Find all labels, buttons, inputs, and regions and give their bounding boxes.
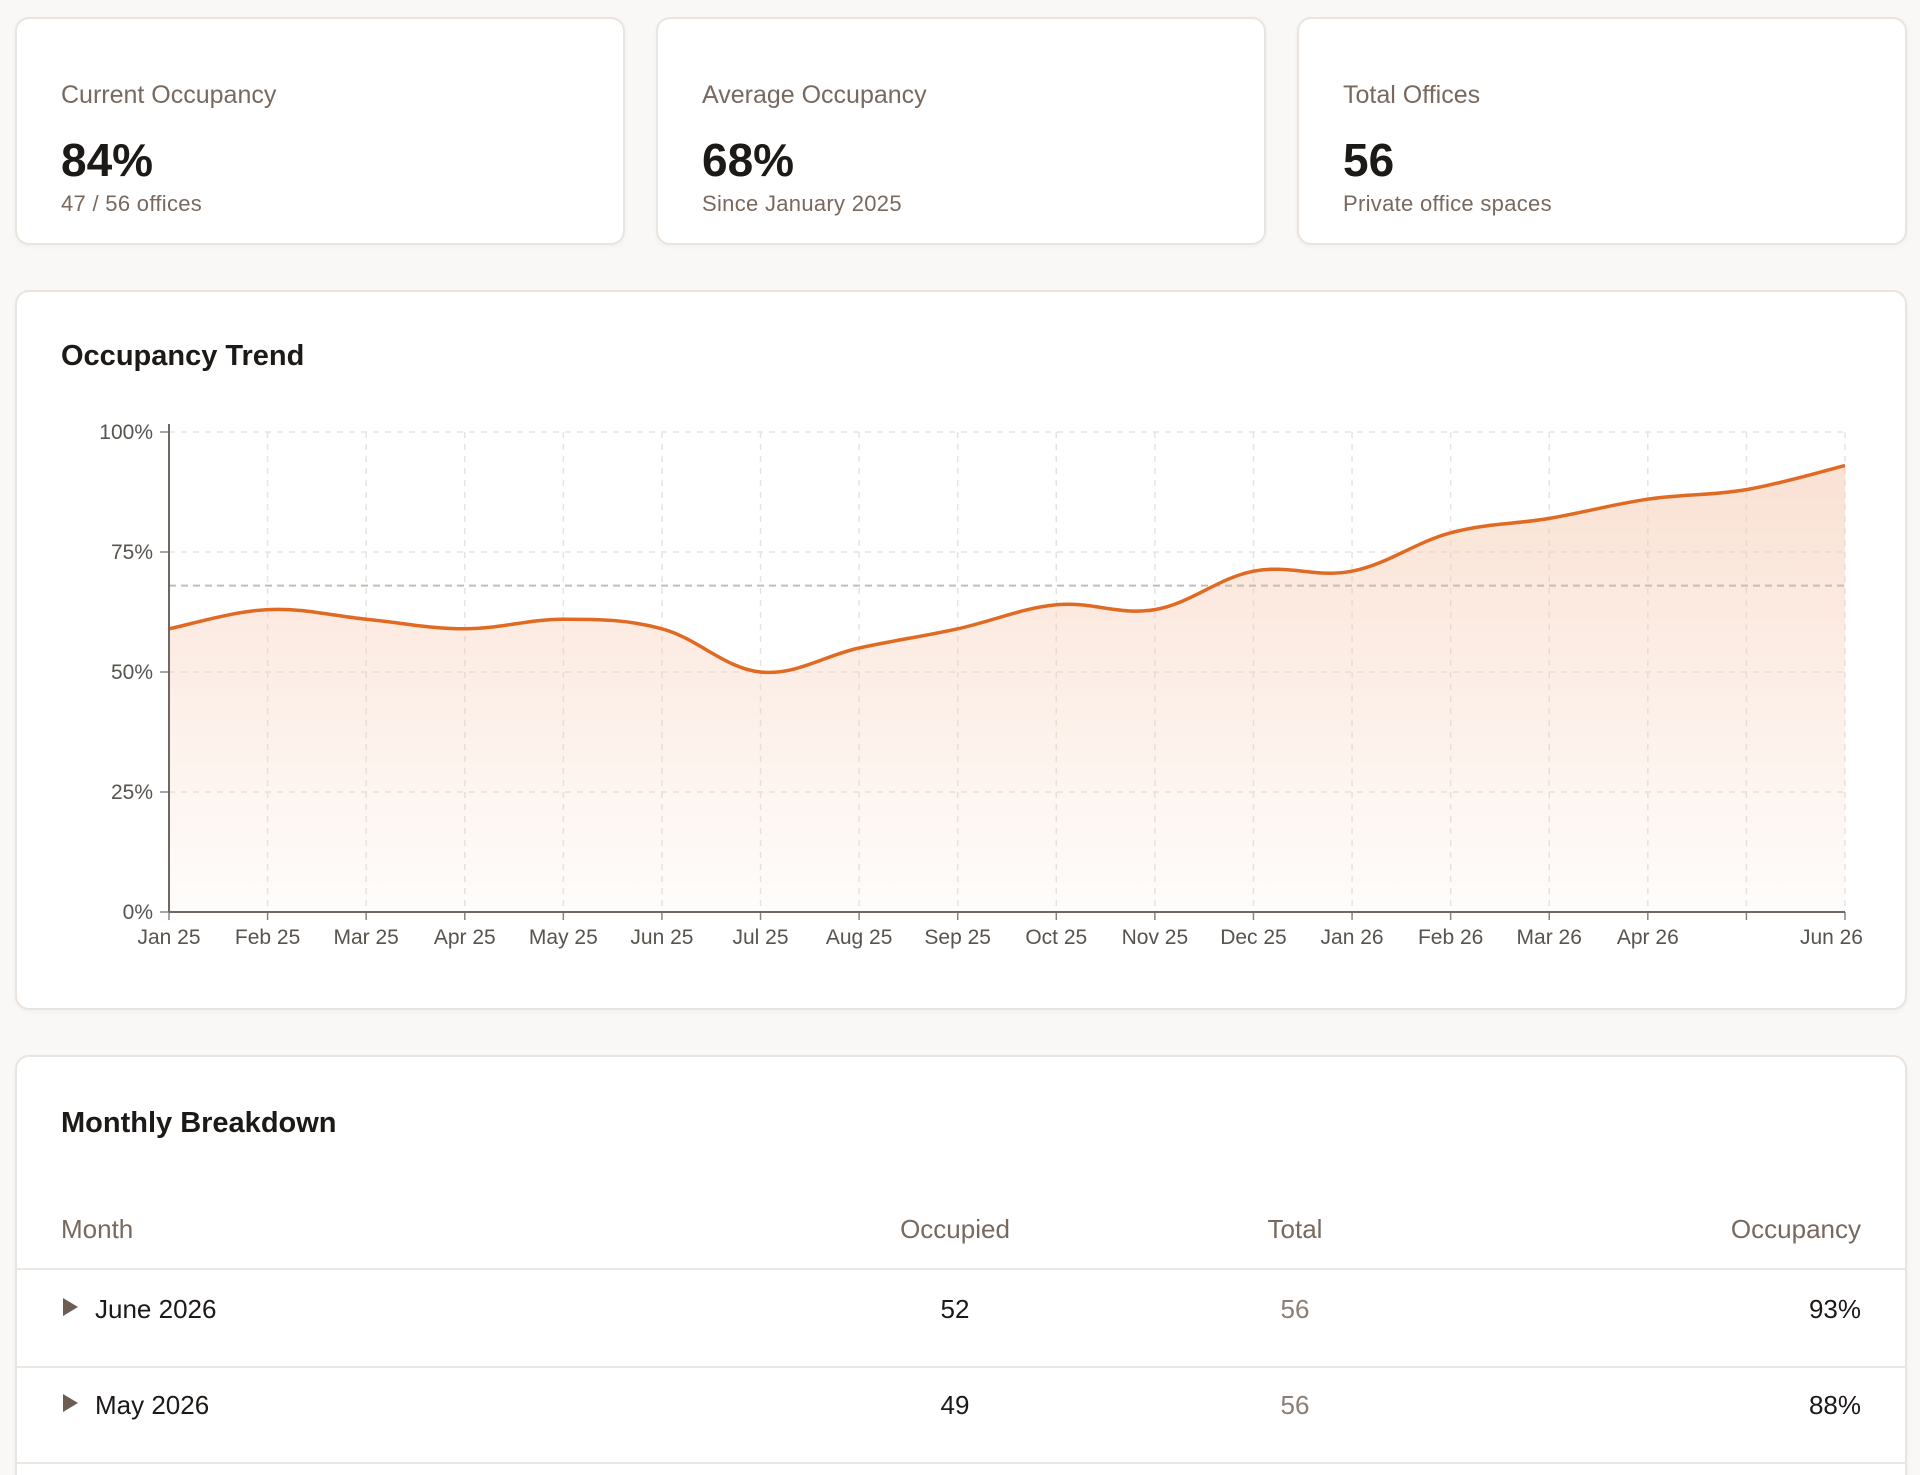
- row-occupancy: 93%: [1808, 1294, 1861, 1324]
- occupancy-series-line: [168, 463, 1846, 675]
- x-tick-label: Oct 25: [1025, 926, 1087, 949]
- row-occupancy: 88%: [1808, 1390, 1861, 1420]
- header-occupancy: Occupancy: [1730, 1214, 1861, 1244]
- y-tick-label: 100%: [99, 421, 153, 444]
- table-header: Month Occupied Total Occupancy: [17, 1214, 1905, 1270]
- stat-card-current-occupancy: Current Occupancy 84% 47 / 56 offices: [15, 17, 625, 245]
- header-total: Total: [1267, 1214, 1323, 1244]
- monthly-breakdown-card: Monthly Breakdown Month Occupied Total O…: [15, 1055, 1907, 1475]
- stat-subtext: Since January 2025: [702, 191, 902, 216]
- stat-label: Total Offices: [1343, 81, 1481, 109]
- occupancy-area-fill: [169, 465, 1845, 912]
- row-month: May 2026: [95, 1390, 210, 1420]
- expand-caret-icon[interactable]: [63, 1298, 78, 1316]
- x-tick-label: Jul 25: [733, 926, 789, 949]
- expand-caret-icon[interactable]: [63, 1394, 78, 1412]
- x-tick-label: May 25: [529, 926, 598, 949]
- row-total: 56: [1280, 1294, 1310, 1324]
- x-tick-label: Feb 25: [235, 926, 300, 949]
- row-occupied: 52: [940, 1294, 970, 1324]
- row-occupied: 49: [940, 1390, 970, 1420]
- row-month: June 2026: [95, 1294, 217, 1324]
- x-tick-label: Sep 25: [924, 926, 991, 949]
- header-month: Month: [61, 1214, 134, 1244]
- x-tick-label: Dec 25: [1220, 926, 1287, 949]
- x-tick-label: Jun 26: [1800, 926, 1863, 949]
- x-tick-label: Mar 26: [1517, 926, 1582, 949]
- x-tick-label: Aug 25: [826, 926, 893, 949]
- y-tick-label: 25%: [111, 781, 153, 804]
- stat-label: Average Occupancy: [702, 81, 927, 109]
- x-tick-label: Apr 25: [434, 926, 496, 949]
- x-tick-label: Jan 25: [137, 926, 200, 949]
- stat-subtext: Private office spaces: [1343, 191, 1552, 216]
- table-title: Monthly Breakdown: [61, 1107, 337, 1139]
- stat-value: 68%: [702, 134, 795, 186]
- header-occupied: Occupied: [900, 1214, 1010, 1244]
- row-total: 56: [1280, 1390, 1310, 1420]
- table-row[interactable]: June 2026 52 56 93%: [17, 1272, 1905, 1368]
- occupancy-trend-card: Occupancy Trend 0% 25% 50% 75% 100% Jan 25 Feb…: [15, 290, 1907, 1010]
- y-tick-label: 50%: [111, 661, 153, 684]
- occupancy-trend-chart: 0% 25% 50% 75% 100% Jan 25 Feb 25 Mar 25 Apr 25 M…: [99, 421, 1863, 949]
- stat-card-average-occupancy: Average Occupancy 68% Since January 2025: [656, 17, 1266, 245]
- x-tick-label: Jan 26: [1321, 926, 1384, 949]
- table-row[interactable]: May 2026 49 56 88%: [17, 1368, 1905, 1464]
- stat-value: 84%: [61, 134, 154, 186]
- x-tick-label: Mar 25: [333, 926, 398, 949]
- x-tick-label: Feb 26: [1418, 926, 1483, 949]
- y-tick-label: 75%: [111, 541, 153, 564]
- x-tick-label: Apr 26: [1617, 926, 1679, 949]
- x-tick-label: Nov 25: [1122, 926, 1189, 949]
- stat-subtext: 47 / 56 offices: [61, 191, 203, 216]
- y-tick-label: 0%: [123, 901, 153, 924]
- stat-label: Current Occupancy: [61, 81, 277, 109]
- stat-card-total-offices: Total Offices 56 Private office spaces: [1297, 17, 1907, 245]
- x-tick-label: Jun 25: [630, 926, 693, 949]
- chart-title: Occupancy Trend: [61, 340, 305, 372]
- stat-value: 56: [1343, 134, 1395, 186]
